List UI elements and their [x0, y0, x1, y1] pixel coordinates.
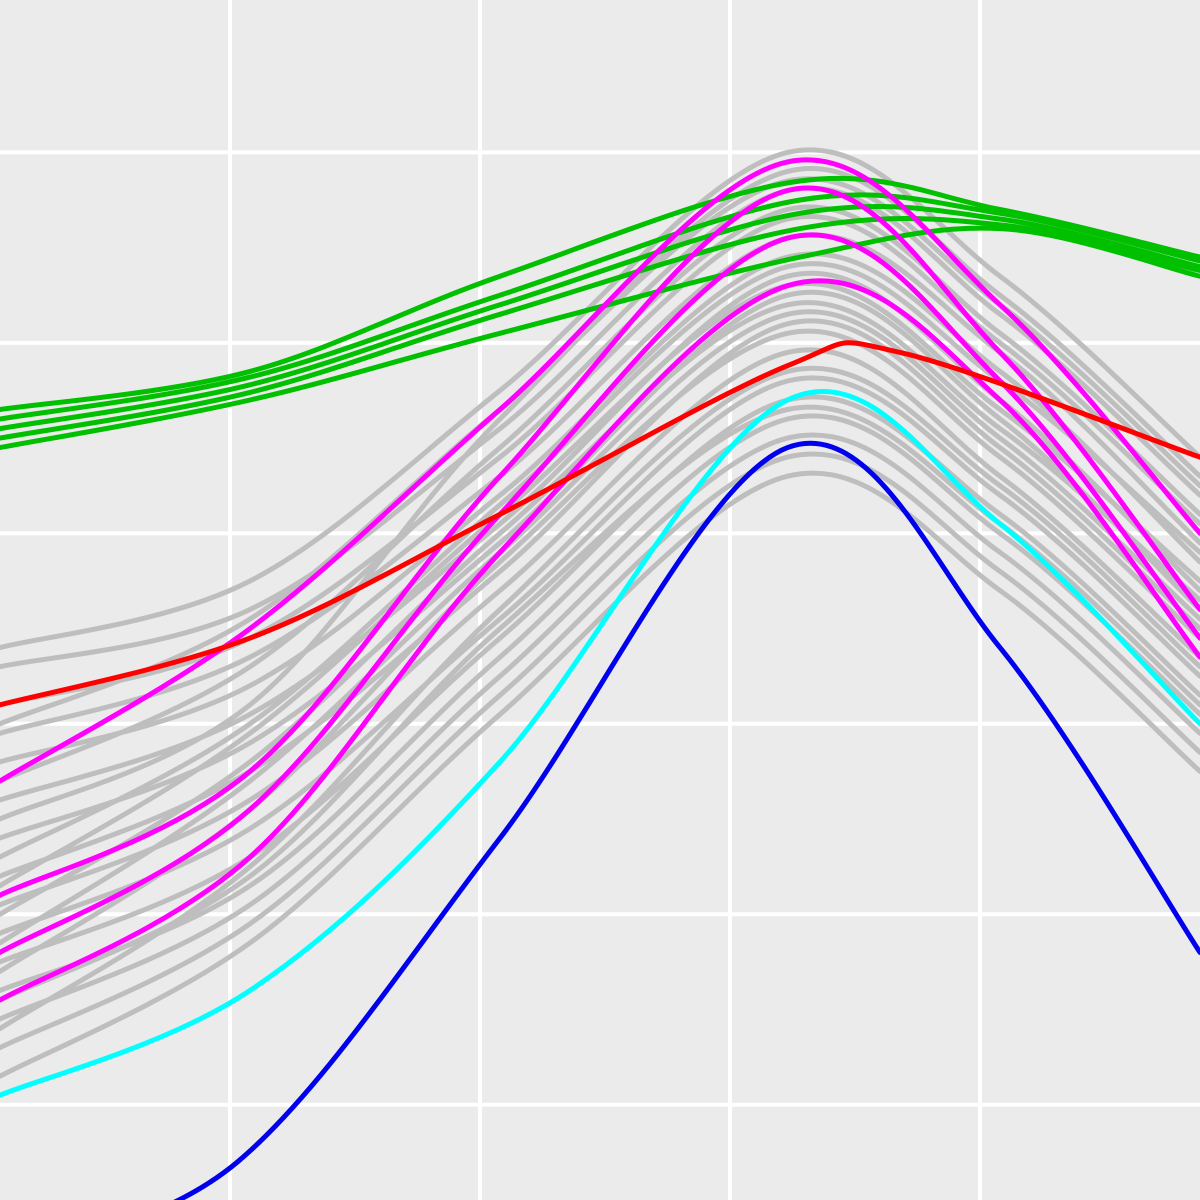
series-line: [0, 225, 1200, 451]
series-line: [0, 261, 1200, 860]
series-line: [0, 203, 1200, 432]
series-line: [0, 232, 1200, 955]
series-line: [0, 185, 1200, 898]
series-line: [173, 440, 1200, 1200]
series-line: [0, 365, 1200, 1032]
series-line: [0, 175, 1200, 412]
series-line: [0, 278, 1200, 1003]
series-line: [0, 347, 1200, 908]
series-line: [0, 451, 1200, 1051]
series-line: [0, 251, 1200, 765]
series-line: [0, 432, 1200, 1022]
series-line: [0, 166, 1200, 822]
series-line: [0, 232, 1200, 736]
series-line: [0, 318, 1200, 879]
series-line: [0, 281, 1200, 889]
series-line: [0, 340, 1200, 708]
series-line: [0, 216, 1200, 441]
series-line: [0, 470, 1200, 1079]
series-line: [0, 192, 1200, 422]
series-line: [0, 389, 1200, 1098]
series-line: [0, 309, 1200, 946]
series-line: [0, 375, 1200, 936]
series-line: [0, 413, 1200, 993]
series-lines: [0, 147, 1200, 1200]
